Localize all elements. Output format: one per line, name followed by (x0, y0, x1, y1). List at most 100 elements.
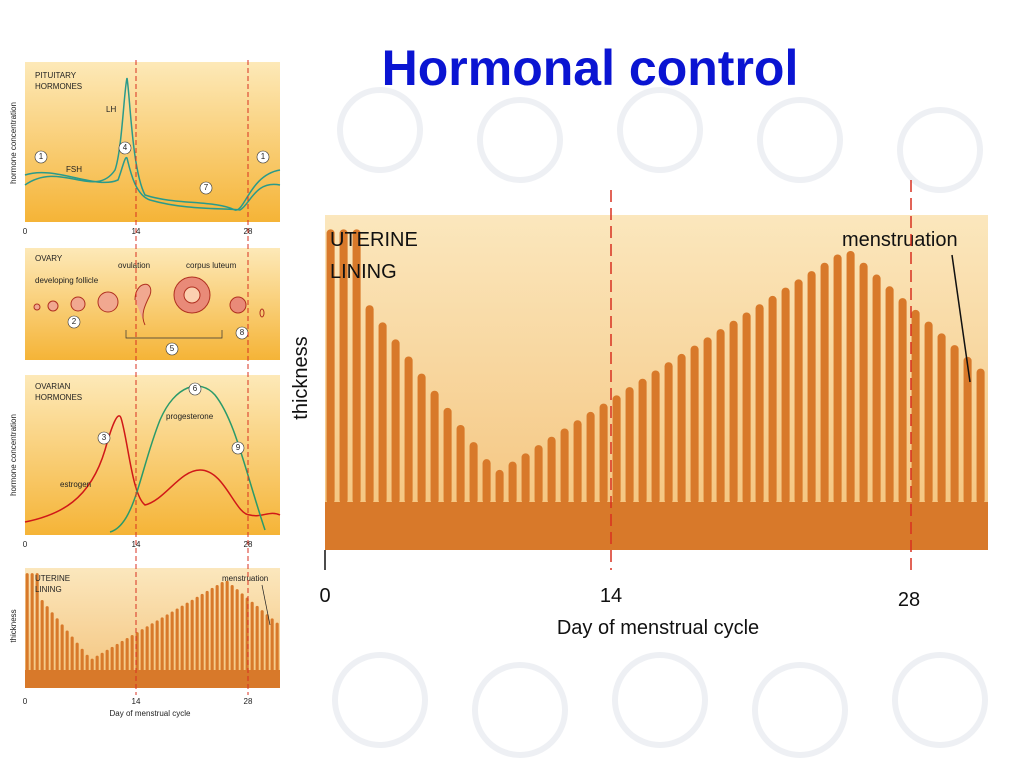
panel-label: UTERINE (330, 229, 418, 251)
gland (40, 600, 44, 672)
gland (729, 320, 738, 504)
gland (265, 614, 269, 672)
gland (521, 453, 530, 504)
gland (443, 407, 452, 504)
gland (404, 356, 413, 504)
marker: 2 (67, 315, 81, 329)
gland (195, 596, 199, 672)
day-label: 28 (244, 697, 253, 706)
annotation: menstruation (842, 229, 958, 251)
marker-number: 5 (170, 344, 175, 353)
gland (150, 623, 154, 672)
gland (140, 629, 144, 672)
gland (160, 617, 164, 672)
lining-glands (325, 229, 988, 550)
gland (963, 356, 972, 504)
gland (80, 648, 84, 672)
gland (976, 368, 985, 504)
marker-number: 3 (102, 433, 107, 442)
curve-label: LH (106, 105, 116, 114)
y-label: hormone concentration (9, 102, 18, 184)
stage-label: corpus luteum (186, 261, 237, 270)
gland (820, 262, 829, 504)
gland (833, 254, 842, 504)
marker: 8 (235, 326, 249, 340)
y-label: thickness (9, 609, 18, 642)
gland (235, 589, 239, 672)
gland (210, 587, 214, 672)
gland (130, 635, 134, 672)
gland (664, 362, 673, 504)
curve-label: FSH (66, 165, 82, 174)
bracket (125, 330, 223, 339)
gland (872, 274, 881, 504)
pituitary-panel (25, 62, 280, 222)
gland (85, 654, 89, 672)
panel-label: HORMONES (35, 82, 82, 91)
gland (677, 353, 686, 504)
ovarian-panel (25, 375, 280, 535)
gland (586, 411, 595, 504)
gland (55, 618, 59, 672)
panel-label: UTERINE (35, 574, 70, 583)
gland (625, 387, 634, 504)
marker-number: 9 (236, 443, 241, 452)
gland (240, 593, 244, 672)
gland (100, 652, 104, 672)
marker: 6 (188, 382, 202, 396)
gland (35, 573, 39, 672)
marker-number: 1 (261, 152, 266, 161)
gland (250, 601, 254, 672)
marker-number: 1 (39, 152, 44, 161)
gland (125, 637, 129, 672)
gland (612, 395, 621, 504)
gland (807, 271, 816, 504)
gland (768, 295, 777, 504)
gland (573, 420, 582, 504)
gland (90, 658, 94, 672)
panel-label: OVARY (35, 254, 63, 263)
gland (898, 298, 907, 504)
gland (937, 333, 946, 504)
slide-title: Hormonal control (382, 40, 799, 96)
annotation-line (261, 584, 271, 626)
gland (495, 469, 504, 504)
marker-number: 8 (240, 328, 245, 337)
curve-label: progesterone (166, 412, 214, 421)
gland (339, 229, 348, 504)
marker-number: 2 (72, 317, 77, 326)
gland (260, 610, 264, 672)
gland (115, 643, 119, 672)
gland (230, 584, 234, 672)
marker-number: 6 (193, 384, 198, 393)
gland (755, 304, 764, 504)
gland (794, 279, 803, 504)
gland (255, 605, 259, 672)
gland (60, 624, 64, 672)
gland (547, 436, 556, 504)
gland (703, 337, 712, 504)
curve-label: estrogen (60, 480, 91, 489)
gland (560, 428, 569, 504)
gland (225, 580, 229, 672)
day-label: 28 (898, 589, 920, 611)
background-swirls (332, 87, 988, 758)
gland (690, 345, 699, 504)
gland (170, 611, 174, 672)
gland (417, 373, 426, 504)
gland (638, 378, 647, 504)
lining-glands (25, 573, 280, 688)
gland (110, 646, 114, 672)
gland (145, 626, 149, 672)
gland (165, 614, 169, 672)
gland (365, 305, 374, 504)
estrogen-curve (24, 415, 281, 523)
gland (70, 636, 74, 672)
gland (950, 345, 959, 504)
lining-base (25, 670, 280, 688)
gland (45, 606, 49, 672)
panel-label: OVARIAN (35, 382, 71, 391)
gland (599, 403, 608, 504)
gland (378, 322, 387, 504)
